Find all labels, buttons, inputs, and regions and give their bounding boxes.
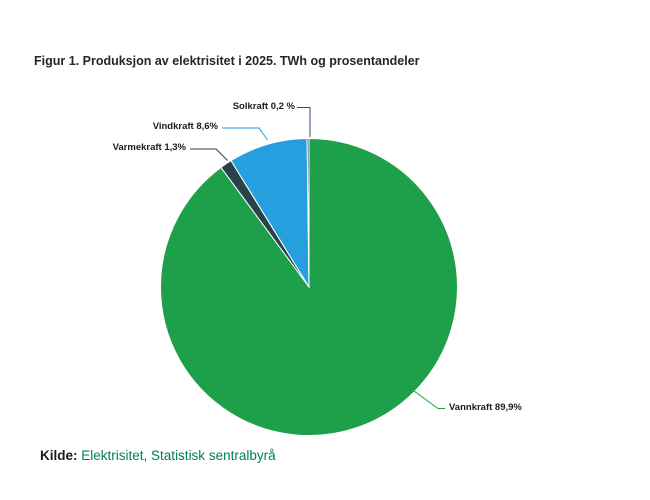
- pie-slice-solkraft[interactable]: [306, 137, 310, 288]
- chart-title: Figur 1. Produksjon av elektrisitet i 20…: [34, 54, 420, 68]
- source-link[interactable]: Elektrisitet, Statistisk sentralbyrå: [81, 448, 276, 463]
- slice-label-vindkraft: Vindkraft 8,6%: [152, 121, 218, 132]
- connector-vannkraft: [413, 390, 445, 409]
- slice-label-vannkraft: Vannkraft 89,9%: [449, 402, 522, 413]
- source-prefix: Kilde:: [40, 448, 78, 463]
- connector-solkraft: [297, 107, 311, 137]
- source-line: Kilde: Elektrisitet, Statistisk sentralb…: [40, 447, 276, 465]
- connector-vindkraft: [222, 127, 268, 141]
- slice-label-varmekraft: Varmekraft 1,3%: [112, 142, 186, 153]
- slice-label-solkraft: Solkraft 0,2 %: [232, 101, 295, 112]
- connector-varmekraft: [190, 148, 228, 161]
